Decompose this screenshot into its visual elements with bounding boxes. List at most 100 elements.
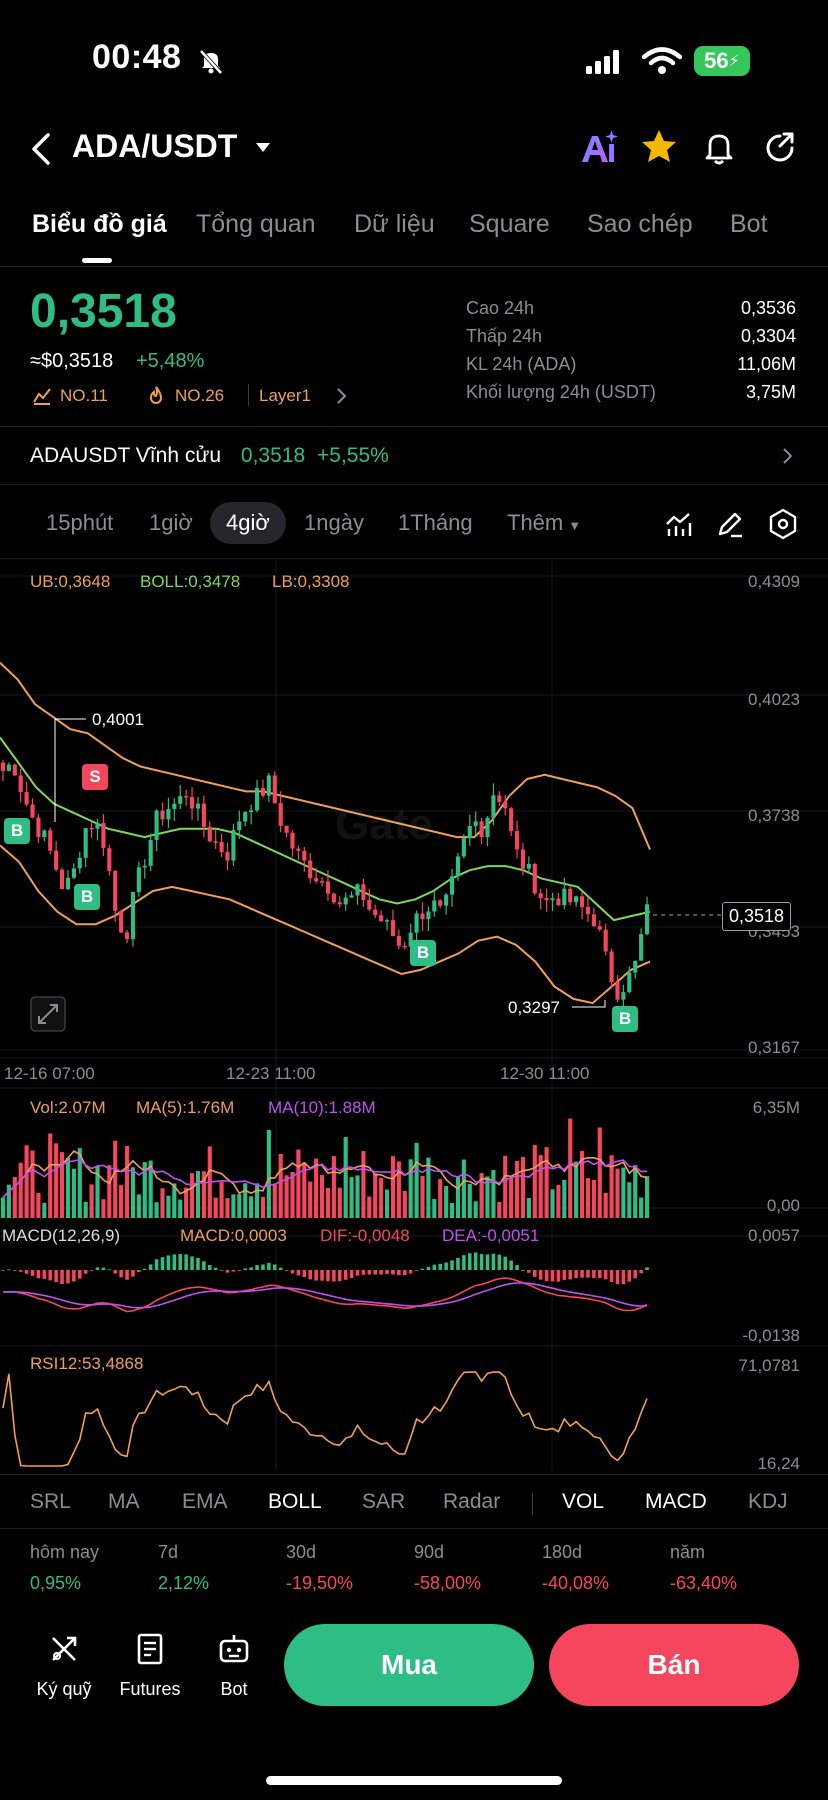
ind-tab-ema[interactable]: EMA xyxy=(182,1490,228,1513)
macd-histogram-bar xyxy=(231,1270,236,1272)
chevron-right-icon[interactable] xyxy=(334,386,348,406)
rank-tag[interactable]: NO.11 xyxy=(60,386,108,405)
candle-body xyxy=(449,876,455,895)
macd-histogram-bar xyxy=(426,1266,431,1270)
macd-histogram-bar xyxy=(598,1270,602,1279)
ind-tab-srl[interactable]: SRL xyxy=(30,1490,71,1513)
volume-bar xyxy=(367,1196,372,1218)
perpetual-row[interactable]: ADAUSDT Vĩnh cửu 0,3518 +5,55% xyxy=(30,444,389,468)
timeframe-1h[interactable]: 1giờ xyxy=(149,510,193,535)
rank-chart-icon xyxy=(33,388,51,405)
sell-button[interactable]: Bán xyxy=(549,1624,799,1706)
volume-bar xyxy=(254,1183,260,1218)
tab-copy-trading[interactable]: Sao chép xyxy=(587,210,693,238)
volume-bar xyxy=(36,1192,41,1218)
candle-body xyxy=(308,860,313,879)
macd-histogram-bar xyxy=(95,1267,100,1270)
ind-tab-ma[interactable]: MA xyxy=(108,1490,140,1513)
stat-low-label: Thấp 24h xyxy=(466,326,543,346)
draw-pencil-icon[interactable] xyxy=(716,510,744,538)
silent-bell-icon xyxy=(199,49,223,75)
bot-nav[interactable]: Bot xyxy=(194,1632,274,1700)
share-icon[interactable] xyxy=(762,130,798,166)
date-label-3: 12-30 11:00 xyxy=(500,1064,590,1083)
timeframe-15m[interactable]: 15phút xyxy=(46,510,114,535)
pair-dropdown-icon[interactable] xyxy=(254,140,272,154)
rsi-axis-top: 71,0781 xyxy=(738,1356,800,1375)
ind-tab-kdj[interactable]: KDJ xyxy=(748,1490,788,1513)
macd-histogram-bar xyxy=(237,1270,242,1271)
margin-icon xyxy=(52,1636,77,1661)
hot-rank-tag[interactable]: NO.26 xyxy=(175,386,225,405)
futures-nav[interactable]: Futures xyxy=(110,1632,190,1700)
macd-histogram-bar xyxy=(568,1270,572,1280)
perpetual-chevron-icon[interactable] xyxy=(780,446,794,466)
volume-bar xyxy=(479,1173,484,1218)
volume-bar xyxy=(449,1202,455,1218)
volume-bar xyxy=(544,1147,549,1218)
candle-body xyxy=(408,932,413,947)
macd-dea-line xyxy=(2,1282,648,1309)
timeframe-more[interactable]: Thêm ▼ xyxy=(507,510,582,535)
candle-body xyxy=(367,899,372,910)
candle-body xyxy=(503,801,508,809)
candle-body xyxy=(591,914,596,927)
timeframe-4h[interactable]: 4giờ xyxy=(210,502,286,544)
ind-tab-boll[interactable]: BOLL xyxy=(268,1490,322,1513)
volume-bar xyxy=(225,1198,230,1218)
perpetual-price: 0,3518 xyxy=(240,444,306,467)
volume-bar xyxy=(420,1175,425,1218)
tab-price-chart[interactable]: Biểu đồ giá xyxy=(32,210,167,238)
margin-nav[interactable]: Ký quỹ xyxy=(24,1632,104,1700)
candle-body xyxy=(538,893,543,899)
macd-histogram-bar xyxy=(320,1270,324,1281)
pair-title[interactable]: ADA/USDT xyxy=(72,128,238,164)
volume-bar xyxy=(349,1177,354,1218)
macd-histogram-bar xyxy=(154,1259,159,1270)
tabs-divider xyxy=(0,266,828,267)
tab-bot[interactable]: Bot xyxy=(730,210,768,238)
ind-tab-radar[interactable]: Radar xyxy=(443,1490,501,1513)
vol-axis-bottom: 0,00 xyxy=(766,1196,800,1215)
favorite-star-icon[interactable] xyxy=(640,128,678,166)
candle-body xyxy=(18,775,23,793)
macd-histogram-bar xyxy=(267,1262,271,1270)
candle-body xyxy=(639,934,644,961)
candles xyxy=(0,759,650,1008)
price-divider xyxy=(0,426,828,427)
tab-data[interactable]: Dữ liệu xyxy=(354,210,435,238)
volume-bar xyxy=(189,1173,195,1218)
ind-tab-macd[interactable]: MACD xyxy=(645,1490,707,1513)
back-arrow-icon[interactable] xyxy=(28,132,54,166)
stat-vol-usdt-value: 3,75M xyxy=(745,382,796,402)
candle-body xyxy=(207,826,212,842)
ai-icon[interactable] xyxy=(578,128,618,168)
ub-label: UB:0,3648 xyxy=(30,572,111,591)
price-chart[interactable] xyxy=(0,560,828,1470)
macd-histogram-bar xyxy=(78,1270,82,1279)
tab-overview[interactable]: Tổng quan xyxy=(196,210,316,238)
volume-bar xyxy=(396,1161,401,1218)
price-axis-2: 0,4023 xyxy=(748,690,800,709)
volume-bar xyxy=(361,1151,366,1218)
volume-bar xyxy=(355,1175,360,1218)
price-alert-bell-icon[interactable] xyxy=(700,128,738,166)
macd-histogram-bar xyxy=(225,1270,230,1273)
macd-histogram-bar xyxy=(261,1264,265,1270)
perf-value-today: 0,95% xyxy=(30,1573,82,1593)
macd-histogram-bar xyxy=(432,1264,437,1270)
timeframe-1m[interactable]: 1Tháng xyxy=(398,510,473,535)
buy-button[interactable]: Mua xyxy=(284,1624,534,1706)
settings-hexagon-icon[interactable] xyxy=(768,508,798,540)
ind-tab-sar[interactable]: SAR xyxy=(362,1490,406,1513)
volume-bar xyxy=(556,1184,561,1218)
fullscreen-expand-icon[interactable] xyxy=(30,996,66,1032)
timeframe-1d[interactable]: 1ngày xyxy=(304,510,364,535)
macd-histogram-bar xyxy=(556,1270,561,1282)
tab-square[interactable]: Square xyxy=(469,210,550,238)
macd-histogram-bar xyxy=(550,1270,555,1282)
ind-tab-vol[interactable]: VOL xyxy=(562,1490,605,1513)
indicator-icon[interactable] xyxy=(664,510,692,538)
volume-bar xyxy=(266,1130,271,1218)
sector-tag[interactable]: Layer1 xyxy=(259,386,311,405)
